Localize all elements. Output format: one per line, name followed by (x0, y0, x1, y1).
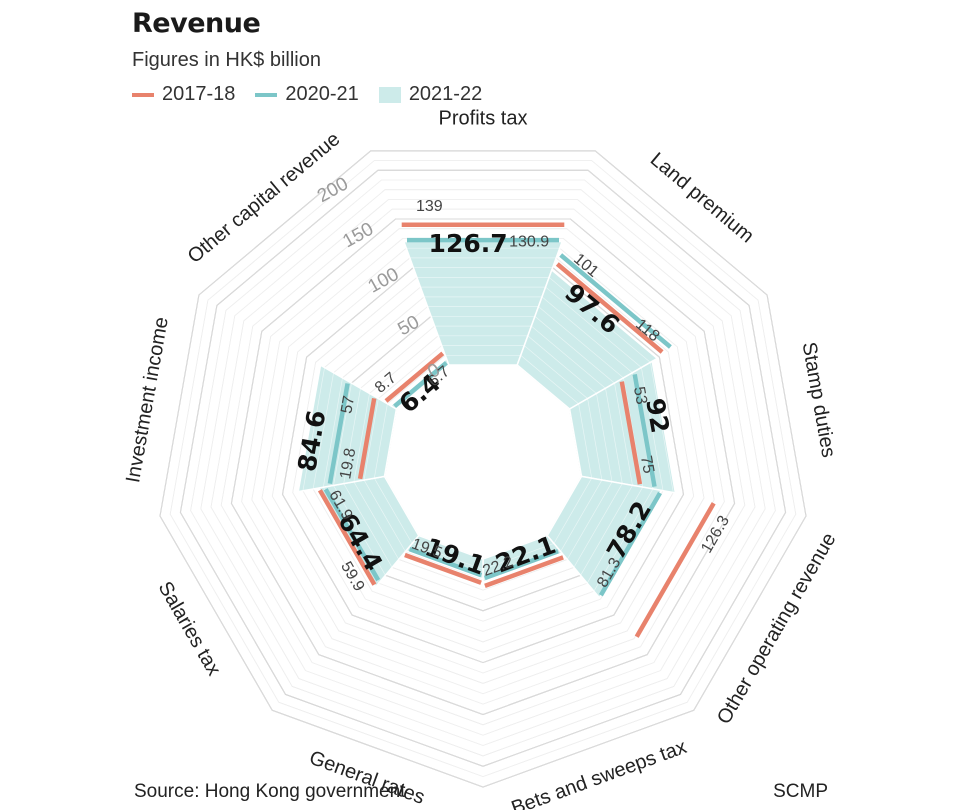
legend-swatch-2017-18 (132, 92, 154, 97)
line-2020-21 (559, 253, 672, 349)
line-2020-21 (484, 549, 559, 581)
legend-label-2017-18: 2017-18 (162, 83, 236, 105)
grid-ring-overlay (322, 306, 644, 622)
grid-ring-overlay (210, 199, 756, 736)
category-label: Investment income (122, 315, 173, 484)
legend-label-2021-22: 2021-22 (408, 83, 483, 105)
grid-ring-overlay (353, 335, 613, 591)
line-2017-18 (619, 381, 643, 485)
value-label-2020-21: 75 (637, 454, 657, 475)
legend-swatch-2021-22 (378, 86, 401, 103)
grid-ring-overlay (363, 345, 603, 581)
legend-item-2020-21: 2020-21 (255, 83, 359, 106)
legend-item-2021-22: 2021-22 (378, 83, 483, 106)
line-2017-18 (384, 351, 445, 403)
bar-2021-22 (297, 364, 398, 493)
chart-title: Revenue (132, 8, 261, 39)
bar-2021-22 (402, 240, 564, 366)
line-2017-18 (555, 262, 664, 354)
line-2017-18 (484, 555, 564, 589)
grid-ring-overlay (200, 189, 766, 746)
line-2020-21 (632, 374, 657, 487)
bar-2021-22 (516, 268, 659, 410)
bar-2021-22 (546, 475, 663, 600)
grid-ring-overlay (241, 228, 725, 705)
line-2017-18 (357, 398, 377, 480)
grid-ring-overlay (282, 267, 684, 663)
line-2020-21 (393, 361, 448, 408)
chart-subtitle: Figures in HK$ billion (132, 49, 321, 71)
grid-ring-overlay (333, 315, 633, 612)
grid-ring-overlay (180, 169, 786, 767)
line-2020-21 (327, 383, 350, 484)
grid-ring-overlay (261, 247, 705, 684)
scale-tick-label: 200 (314, 173, 352, 207)
value-label-2017-18: 53 (630, 385, 650, 406)
grid-ring-overlay (159, 150, 807, 788)
grid-ring-overlay (302, 286, 664, 643)
legend-item-2017-18: 2017-18 (132, 83, 235, 106)
value-label-2021-22: 126.7 (429, 229, 508, 258)
grid-ring-overlay (343, 325, 623, 601)
category-label: Profits tax (439, 107, 528, 129)
line-2020-21 (323, 488, 381, 582)
grid-ring-overlay (373, 354, 593, 570)
series-lines (317, 222, 716, 638)
category-label: Stamp duties (798, 340, 840, 459)
grid-ring-overlay (271, 257, 695, 674)
legend-swatch-2020-21 (255, 92, 278, 97)
source-note: Source: Hong Kong government (134, 781, 406, 802)
category-label: Other operating revenue (713, 529, 840, 728)
scale-tick-label: 50 (394, 312, 423, 341)
value-label-2017-18: 139 (416, 198, 443, 215)
line-2017-18 (404, 552, 482, 585)
grid-ring-overlay (292, 277, 674, 653)
grid-ring-overlay (220, 208, 746, 726)
line-2017-18 (634, 502, 716, 638)
grid-ring-overlay (169, 160, 797, 777)
line-2020-21 (598, 491, 662, 597)
line-2017-18 (317, 489, 377, 586)
value-label-2021-22: 92 (640, 396, 675, 435)
grid-ring-overlay (231, 218, 735, 715)
legend-label-2020-21: 2020-21 (285, 83, 359, 105)
grid-rings-over-bars (159, 150, 807, 788)
category-label: Salaries tax (154, 578, 225, 679)
line-2020-21 (408, 546, 483, 578)
credit: SCMP (773, 781, 828, 802)
legend: 2017-18 2020-21 2021-22 (132, 83, 482, 106)
value-label-2017-18: 19.8 (337, 447, 359, 481)
value-label-2020-21: 57 (338, 394, 358, 415)
grid-ring-overlay (251, 238, 715, 695)
grid-ring-overlay (190, 179, 776, 757)
value-label-2020-21: 130.9 (509, 233, 549, 250)
